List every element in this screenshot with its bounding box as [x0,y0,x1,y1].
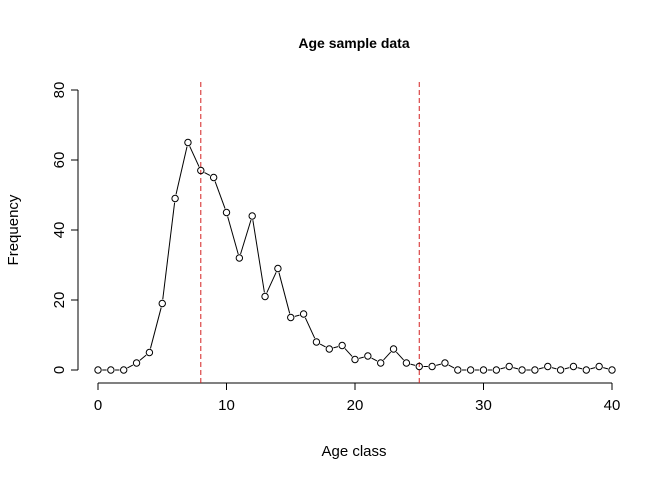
y-axis-label: Frequency [5,194,22,265]
data-point [107,366,115,374]
data-point [518,366,526,374]
data-point [338,341,346,350]
data-point [466,366,475,374]
data-point [197,166,205,175]
x-tick-label: 10 [218,397,235,414]
data-point [312,338,321,346]
y-tick-label: 80 [51,82,68,99]
axes: 0 10 20 30 40 0 20 40 60 80 [51,82,620,414]
x-tick-label: 30 [475,397,492,414]
series-group [94,138,616,374]
series-segment [127,364,134,369]
data-point [402,359,411,367]
series-segment [603,367,609,370]
series-segment [396,351,404,361]
data-point [415,362,423,371]
data-point [377,359,385,367]
data-point [505,362,513,371]
series-segment [266,272,277,293]
series-segment [358,356,364,359]
series-segment [294,314,300,317]
data-point [222,208,231,217]
data-point [248,212,256,220]
x-tick-label: 40 [604,397,621,414]
data-point [556,366,565,374]
series-segment [590,367,596,370]
x-axis-label: Age class [321,443,386,460]
data-point [184,138,192,147]
data-point [441,359,449,367]
data-point [287,313,295,322]
series-segment [410,363,416,366]
data-point [364,352,372,360]
data-point [209,173,218,182]
series-segment [227,216,239,255]
series-segment [319,343,326,348]
data-point [235,254,244,262]
data-point [132,359,141,367]
data-point [582,366,590,374]
data-point [158,299,166,308]
series-segment [278,272,291,314]
data-point [531,366,539,374]
data-point [120,366,128,374]
data-point [492,366,501,374]
y-tick-label: 40 [51,222,68,239]
data-point [274,264,282,273]
series-segment [240,219,252,255]
data-point [325,345,333,353]
series-segment [371,357,378,362]
data-point [145,348,154,357]
data-point [171,194,179,203]
data-point [299,310,308,318]
data-point [351,355,359,364]
y-tick-label: 0 [51,366,68,374]
data-point [479,366,488,374]
series-segment [513,367,519,370]
series-segment [448,364,455,369]
series-segment [149,307,162,349]
x-tick-label: 20 [347,397,364,414]
x-tick-label: 0 [94,397,102,414]
data-point [544,362,552,371]
y-tick-label: 20 [51,292,68,309]
reference-lines [200,82,420,384]
series-segment [344,348,353,357]
series-segment [383,351,392,361]
data-point [608,366,616,374]
data-point [595,362,603,371]
data-point [261,292,269,301]
chart-title: Age sample data [298,35,409,51]
series-segment [175,146,188,195]
series-segment [189,146,200,167]
data-point [454,366,462,374]
series-segment [436,363,442,366]
series-segment [500,367,506,370]
data-point [569,362,578,371]
series-segment [252,220,265,293]
series-segment [304,317,316,339]
series-segment [139,354,147,361]
series-segment [214,181,226,209]
series-segment [333,346,339,349]
series-segment [162,202,176,300]
data-point [94,366,102,374]
series-segment [564,367,570,370]
y-tick-label: 60 [51,152,68,169]
series-segment [577,367,583,370]
series-segment [538,367,544,370]
series-segment [204,172,211,176]
data-point [389,345,398,353]
data-point [428,362,436,371]
series-segment [551,367,557,370]
